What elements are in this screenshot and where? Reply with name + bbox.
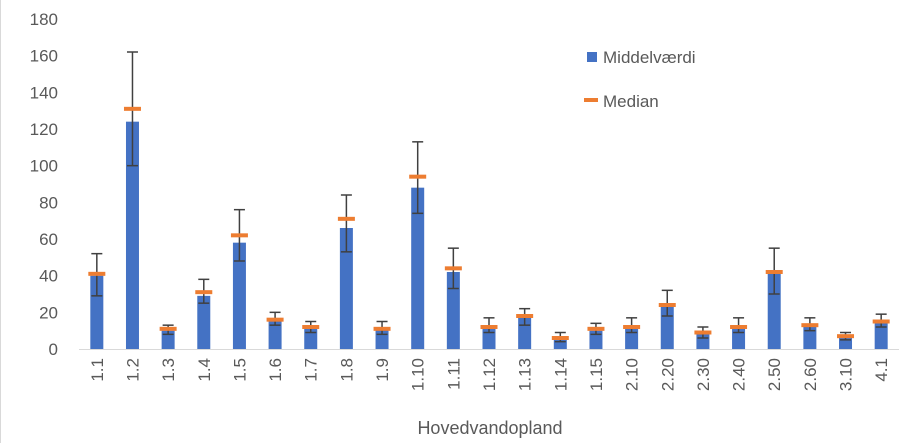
median-marker [337, 216, 355, 221]
median-marker [230, 233, 248, 238]
median-marker [480, 325, 498, 329]
error-bars [91, 51, 887, 343]
legend: Middelværdi Median [584, 48, 696, 111]
bar [90, 275, 104, 349]
median-marker [159, 326, 177, 331]
x-tick-label: 1.10 [409, 358, 428, 391]
median-marker [658, 303, 676, 307]
median-marker [195, 290, 213, 295]
x-tick-label: 1.13 [516, 358, 535, 391]
bar [874, 321, 888, 349]
x-tick-label: 2.30 [694, 358, 713, 391]
x-tick-label: 1.14 [551, 358, 570, 391]
median-marker [587, 326, 605, 331]
x-tick-label: 1.15 [587, 358, 606, 391]
x-tick-label: 1.7 [302, 358, 321, 382]
median-marker [409, 174, 427, 179]
x-tick-label: 2.40 [730, 358, 749, 391]
x-tick-label: 1.4 [195, 358, 214, 382]
median-marker [872, 319, 890, 324]
x-tick-label: 2.20 [658, 358, 677, 391]
median-marker [123, 106, 141, 111]
x-tick-label: 1.12 [480, 358, 499, 391]
median-marker [444, 266, 462, 271]
y-tick-label: 100 [30, 157, 58, 176]
median-marker [302, 325, 320, 329]
x-tick-label: 1.2 [123, 358, 142, 382]
bar [268, 319, 282, 349]
bar [589, 330, 603, 349]
y-tick-label: 20 [39, 303, 58, 322]
y-tick-label: 80 [39, 193, 58, 212]
median-marker [551, 336, 569, 340]
x-axis-title: Hovedvandopland [417, 418, 562, 438]
y-tick-label: 180 [30, 10, 58, 29]
median-marker [623, 325, 641, 329]
error-bar [340, 194, 352, 253]
median-marker [694, 330, 712, 335]
bar [125, 121, 139, 350]
legend-label-middelvaerdi: Middelværdi [603, 48, 696, 67]
x-tick-label: 1.3 [159, 358, 178, 382]
bar [161, 330, 175, 349]
y-tick-label: 120 [30, 120, 58, 139]
median-marker [837, 334, 855, 339]
bar [197, 295, 211, 349]
x-tick-label: 1.1 [88, 358, 107, 382]
x-tick-label: 4.1 [872, 358, 891, 382]
x-tick-label: 1.11 [444, 358, 463, 390]
median-marker [765, 270, 783, 274]
legend-label-median: Median [603, 92, 659, 111]
y-tick-label: 160 [30, 47, 58, 66]
bar [232, 242, 246, 349]
median-marker [801, 323, 819, 328]
bar [553, 338, 567, 349]
bar [339, 228, 353, 349]
x-tick-label: 2.10 [623, 358, 642, 391]
x-tick-label: 1.8 [337, 358, 356, 382]
median-marker [88, 271, 106, 276]
x-axis-ticks: 1.1 1.2 1.3 1.4 1.5 1.6 1.7 1.8 1.9 1.10 1.11 1.12 1… [88, 358, 891, 391]
bar [411, 187, 425, 349]
y-tick-label: 40 [39, 267, 58, 286]
x-tick-label: 2.50 [765, 358, 784, 391]
median-marker [266, 317, 284, 322]
y-tick-label: 140 [30, 83, 58, 102]
median-marker [516, 314, 534, 318]
x-tick-label: 1.6 [266, 358, 285, 382]
x-tick-label: 3.10 [837, 358, 856, 391]
bar [446, 272, 460, 349]
x-tick-label: 1.9 [373, 358, 392, 382]
x-tick-label: 2.60 [801, 358, 820, 391]
x-tick-label: 1.5 [230, 358, 249, 382]
legend-swatch-median [584, 98, 598, 102]
y-tick-label: 0 [49, 340, 58, 359]
median-markers [88, 106, 890, 340]
y-tick-label: 60 [39, 230, 58, 249]
bar [696, 332, 710, 349]
legend-swatch-middelvaerdi [587, 52, 597, 62]
bar [660, 306, 674, 349]
bar [767, 273, 781, 349]
median-marker [730, 325, 748, 329]
bars-middelvaerdi [90, 121, 888, 350]
median-marker [373, 326, 391, 331]
y-axis-ticks: 0 20 40 60 80 100 120 140 160 180 [30, 10, 58, 359]
